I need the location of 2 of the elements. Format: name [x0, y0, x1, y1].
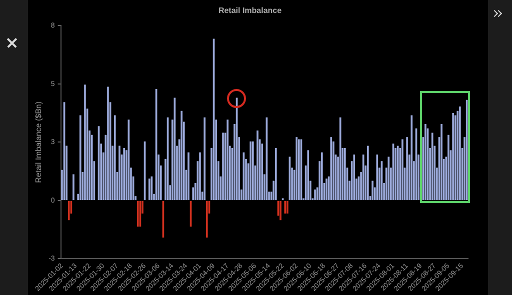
chart-title: Retail Imbalance — [218, 6, 282, 16]
y-axis-title: Retail Imbalance ($Bn) — [34, 101, 44, 183]
